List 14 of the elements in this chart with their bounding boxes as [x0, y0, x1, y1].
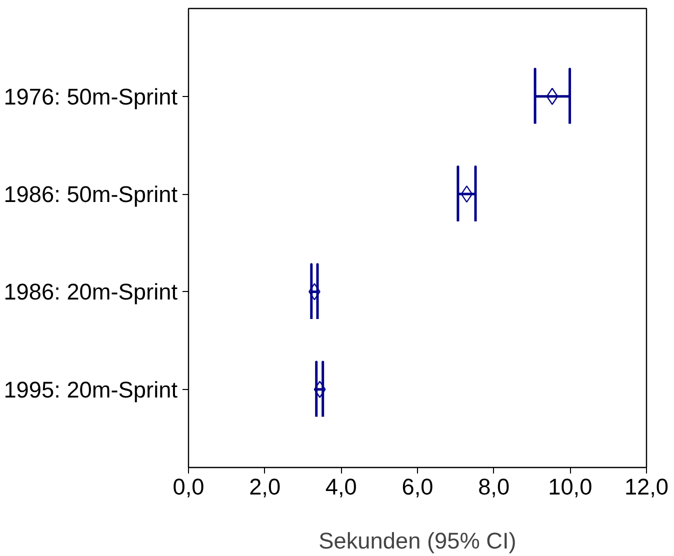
y-tick-label: 1976: 50m-Sprint	[4, 83, 178, 110]
y-tick-label: 1986: 50m-Sprint	[4, 181, 178, 208]
x-tick-label: 10,0	[548, 474, 592, 500]
x-tick-label: 0,0	[172, 474, 204, 500]
y-tick-label: 1986: 20m-Sprint	[4, 278, 178, 305]
point	[546, 88, 558, 105]
x-tick-label: 6,0	[402, 474, 434, 500]
point	[314, 380, 326, 398]
x-tick-label: 8,0	[478, 474, 510, 500]
x-tick-label: 4,0	[325, 474, 357, 500]
x-tick-label: 2,0	[249, 474, 281, 500]
y-tick-label: 1995: 20m-Sprint	[4, 376, 178, 402]
x-tick-label: 12,0	[624, 474, 669, 500]
x-axis-title: Sekunden (95% CI)	[318, 528, 516, 554]
